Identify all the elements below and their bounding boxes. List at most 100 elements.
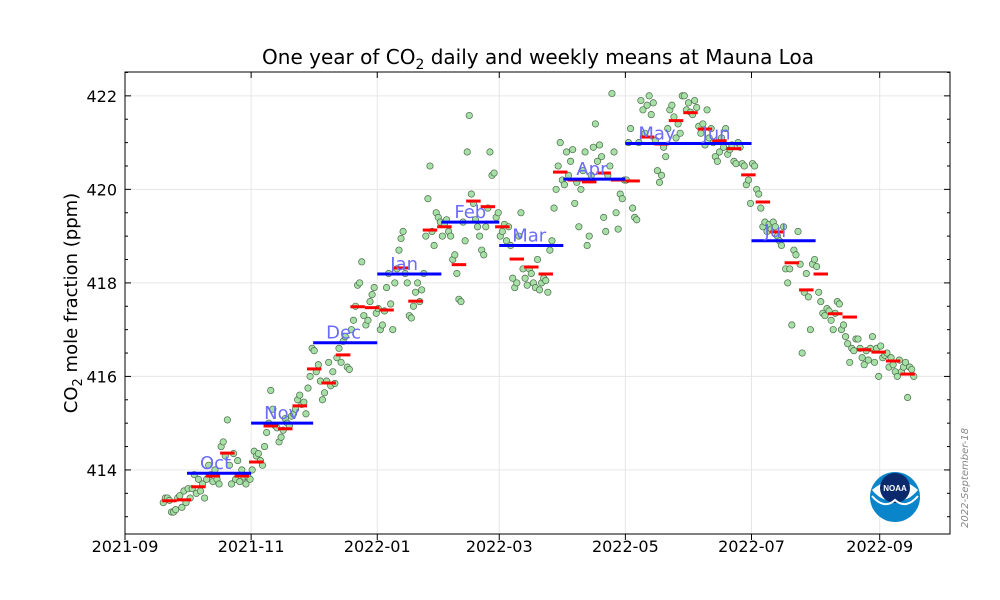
daily-point [813,262,821,271]
daily-point [383,284,391,292]
month-label: Mar [512,225,547,246]
daily-point [215,480,223,488]
daily-point [310,347,318,355]
daily-point [438,232,446,240]
daily-point [422,232,430,240]
daily-point [577,185,585,193]
noaa-logo-wave [871,495,919,506]
daily-point [908,365,916,373]
daily-point [219,438,227,446]
daily-point [600,213,608,221]
x-tick-label: 2022-03 [466,537,533,556]
daily-point [755,190,763,198]
daily-point [457,298,465,306]
daily-point [465,111,473,120]
daily-point [850,347,858,355]
y-axis-label-subscript: 2 [71,378,86,386]
daily-point [337,358,345,366]
daily-point [223,416,231,424]
month-label: Feb [454,202,486,223]
daily-point [757,204,765,212]
daily-point [614,225,622,233]
daily-point [575,223,583,231]
daily-point [480,251,488,259]
x-tick-label: 2022-09 [846,537,913,556]
daily-point [602,227,610,236]
daily-point [562,148,570,156]
daily-point [858,354,866,362]
daily-point [482,223,490,231]
monthly-means: Oct Nov Dec Jan Feb Mar Apr May Jun Jul [187,124,816,475]
daily-point [901,358,910,366]
daily-point [201,494,209,502]
daily-point [788,321,796,329]
daily-point [366,298,374,306]
daily-point [517,209,525,217]
daily-point [360,312,368,320]
daily-point [225,461,233,469]
daily-point [554,162,562,170]
daily-point [277,433,285,441]
daily-point [196,487,205,495]
y-tick-label: 420 [86,180,117,199]
daily-point [227,480,236,488]
daily-point [740,162,748,170]
x-tick-label: 2022-05 [592,537,659,556]
daily-point [546,246,554,254]
month-label: Jun [701,124,730,145]
daily-point [844,340,852,348]
weekly-means [162,111,915,503]
daily-point [875,372,883,380]
chart-title-subscript: 2 [415,57,424,73]
daily-point [391,279,399,287]
daily-point [585,232,593,240]
daily-point [842,333,850,341]
daily-point [744,176,752,184]
daily-point [815,288,823,296]
daily-point [447,232,455,240]
x-tick-label: 2021-09 [92,537,159,556]
daily-point [668,101,676,109]
daily-point [397,234,405,243]
daily-point [639,106,647,114]
daily-point [461,237,469,245]
y-axis-label-rest: mole fraction (ppm) [61,193,82,378]
daily-point [267,386,275,394]
month-label: Jul [764,221,787,242]
daily-point [544,288,552,296]
daily-point [548,237,556,245]
daily-point [403,279,411,287]
daily-point [552,185,560,193]
daily-point [699,120,707,128]
daily-point [389,326,397,334]
daily-point [395,246,403,254]
plot-frame [124,71,951,535]
daily-point [194,475,202,483]
daily-point [713,157,721,165]
daily-point [320,389,329,397]
daily-points [159,89,918,516]
daily-point [870,358,879,366]
daily-point [720,143,728,151]
daily-point [306,372,314,380]
daily-point [746,199,755,207]
daily-point [269,405,277,413]
daily-point [302,410,310,418]
daily-point [655,178,664,186]
daily-point [498,227,506,236]
daily-point [629,204,637,212]
y-tick-label: 414 [86,461,117,480]
daily-point [792,251,800,259]
grid [124,72,950,534]
daily-point [868,333,877,341]
daily-point [835,300,843,308]
daily-point [261,443,269,451]
x-tick-label: 2022-07 [718,537,785,556]
daily-point [676,129,684,137]
month-label: Oct [200,453,231,474]
daily-point [889,361,897,369]
daily-point [893,372,901,380]
daily-point [399,227,407,236]
daily-point [246,475,254,483]
